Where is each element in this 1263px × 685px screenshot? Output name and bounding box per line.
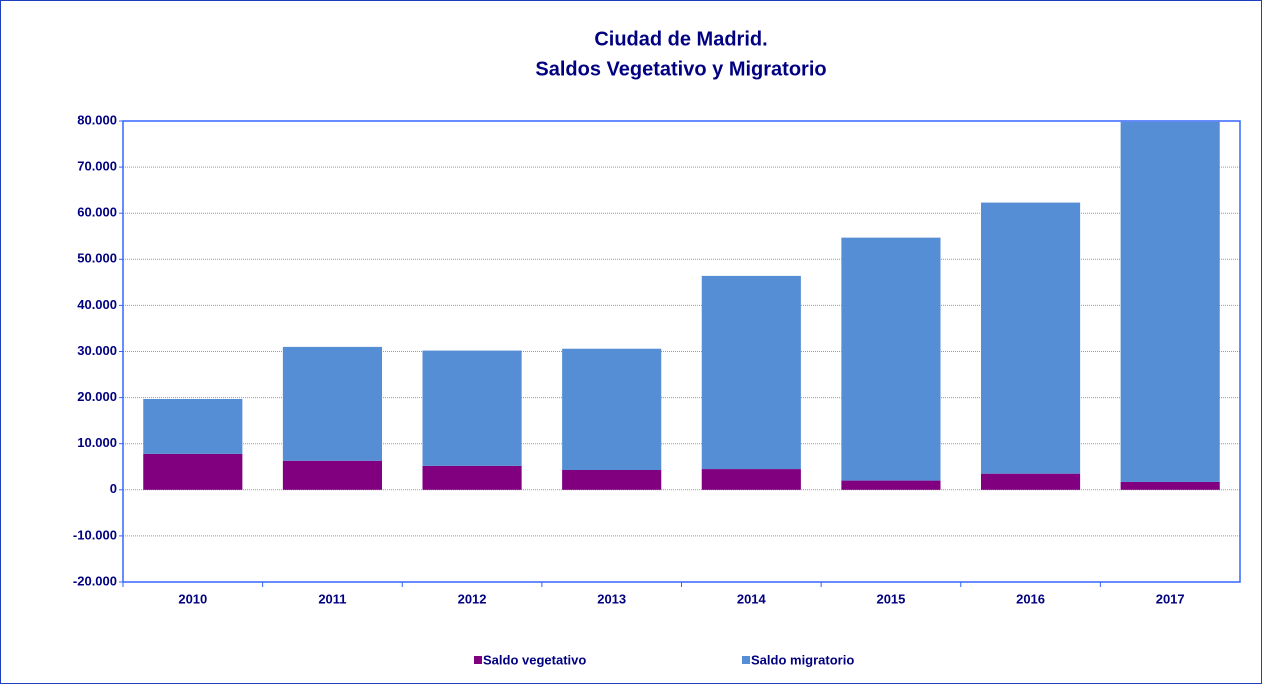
legend-label: Saldo migratorio (751, 652, 854, 667)
x-tick-label: 2016 (1016, 591, 1045, 606)
bar (422, 465, 522, 490)
x-tick-label: 2012 (458, 591, 487, 606)
bar (562, 469, 662, 490)
x-tick-label: 2014 (737, 591, 767, 606)
bar (282, 460, 383, 490)
bar (1120, 121, 1220, 482)
bar (422, 350, 522, 466)
legend-swatch (742, 656, 750, 664)
bar (980, 202, 1081, 474)
chart-title: Ciudad de Madrid. (594, 28, 767, 50)
bar (701, 275, 801, 470)
bar (701, 469, 801, 490)
bar (841, 237, 941, 481)
y-tick-label: 50.000 (77, 251, 117, 266)
y-tick-label: 80.000 (77, 112, 117, 127)
bar (1120, 481, 1220, 490)
bar (282, 346, 383, 461)
y-tick-label: 60.000 (77, 205, 117, 220)
y-tick-label: 40.000 (77, 297, 117, 312)
y-tick-label: -20.000 (73, 573, 117, 588)
x-tick-label: 2013 (597, 591, 626, 606)
y-tick-label: -10.000 (73, 527, 117, 542)
x-tick-label: 2015 (876, 591, 905, 606)
y-tick-label: 10.000 (77, 435, 117, 450)
y-tick-label: 20.000 (77, 389, 117, 404)
bar (562, 348, 662, 470)
chart-subtitle: Saldos Vegetativo y Migratorio (535, 58, 826, 80)
x-tick-label: 2011 (318, 591, 346, 606)
bar (841, 480, 941, 490)
x-tick-label: 2017 (1156, 591, 1185, 606)
legend-label: Saldo vegetativo (483, 652, 586, 667)
y-tick-label: 70.000 (77, 159, 117, 174)
y-tick-label: 0 (110, 481, 117, 496)
legend-swatch (474, 656, 482, 664)
x-tick-label: 2010 (178, 591, 207, 606)
bar (980, 473, 1081, 490)
y-tick-label: 30.000 (77, 343, 117, 358)
bar (143, 398, 243, 454)
bar (143, 453, 243, 490)
